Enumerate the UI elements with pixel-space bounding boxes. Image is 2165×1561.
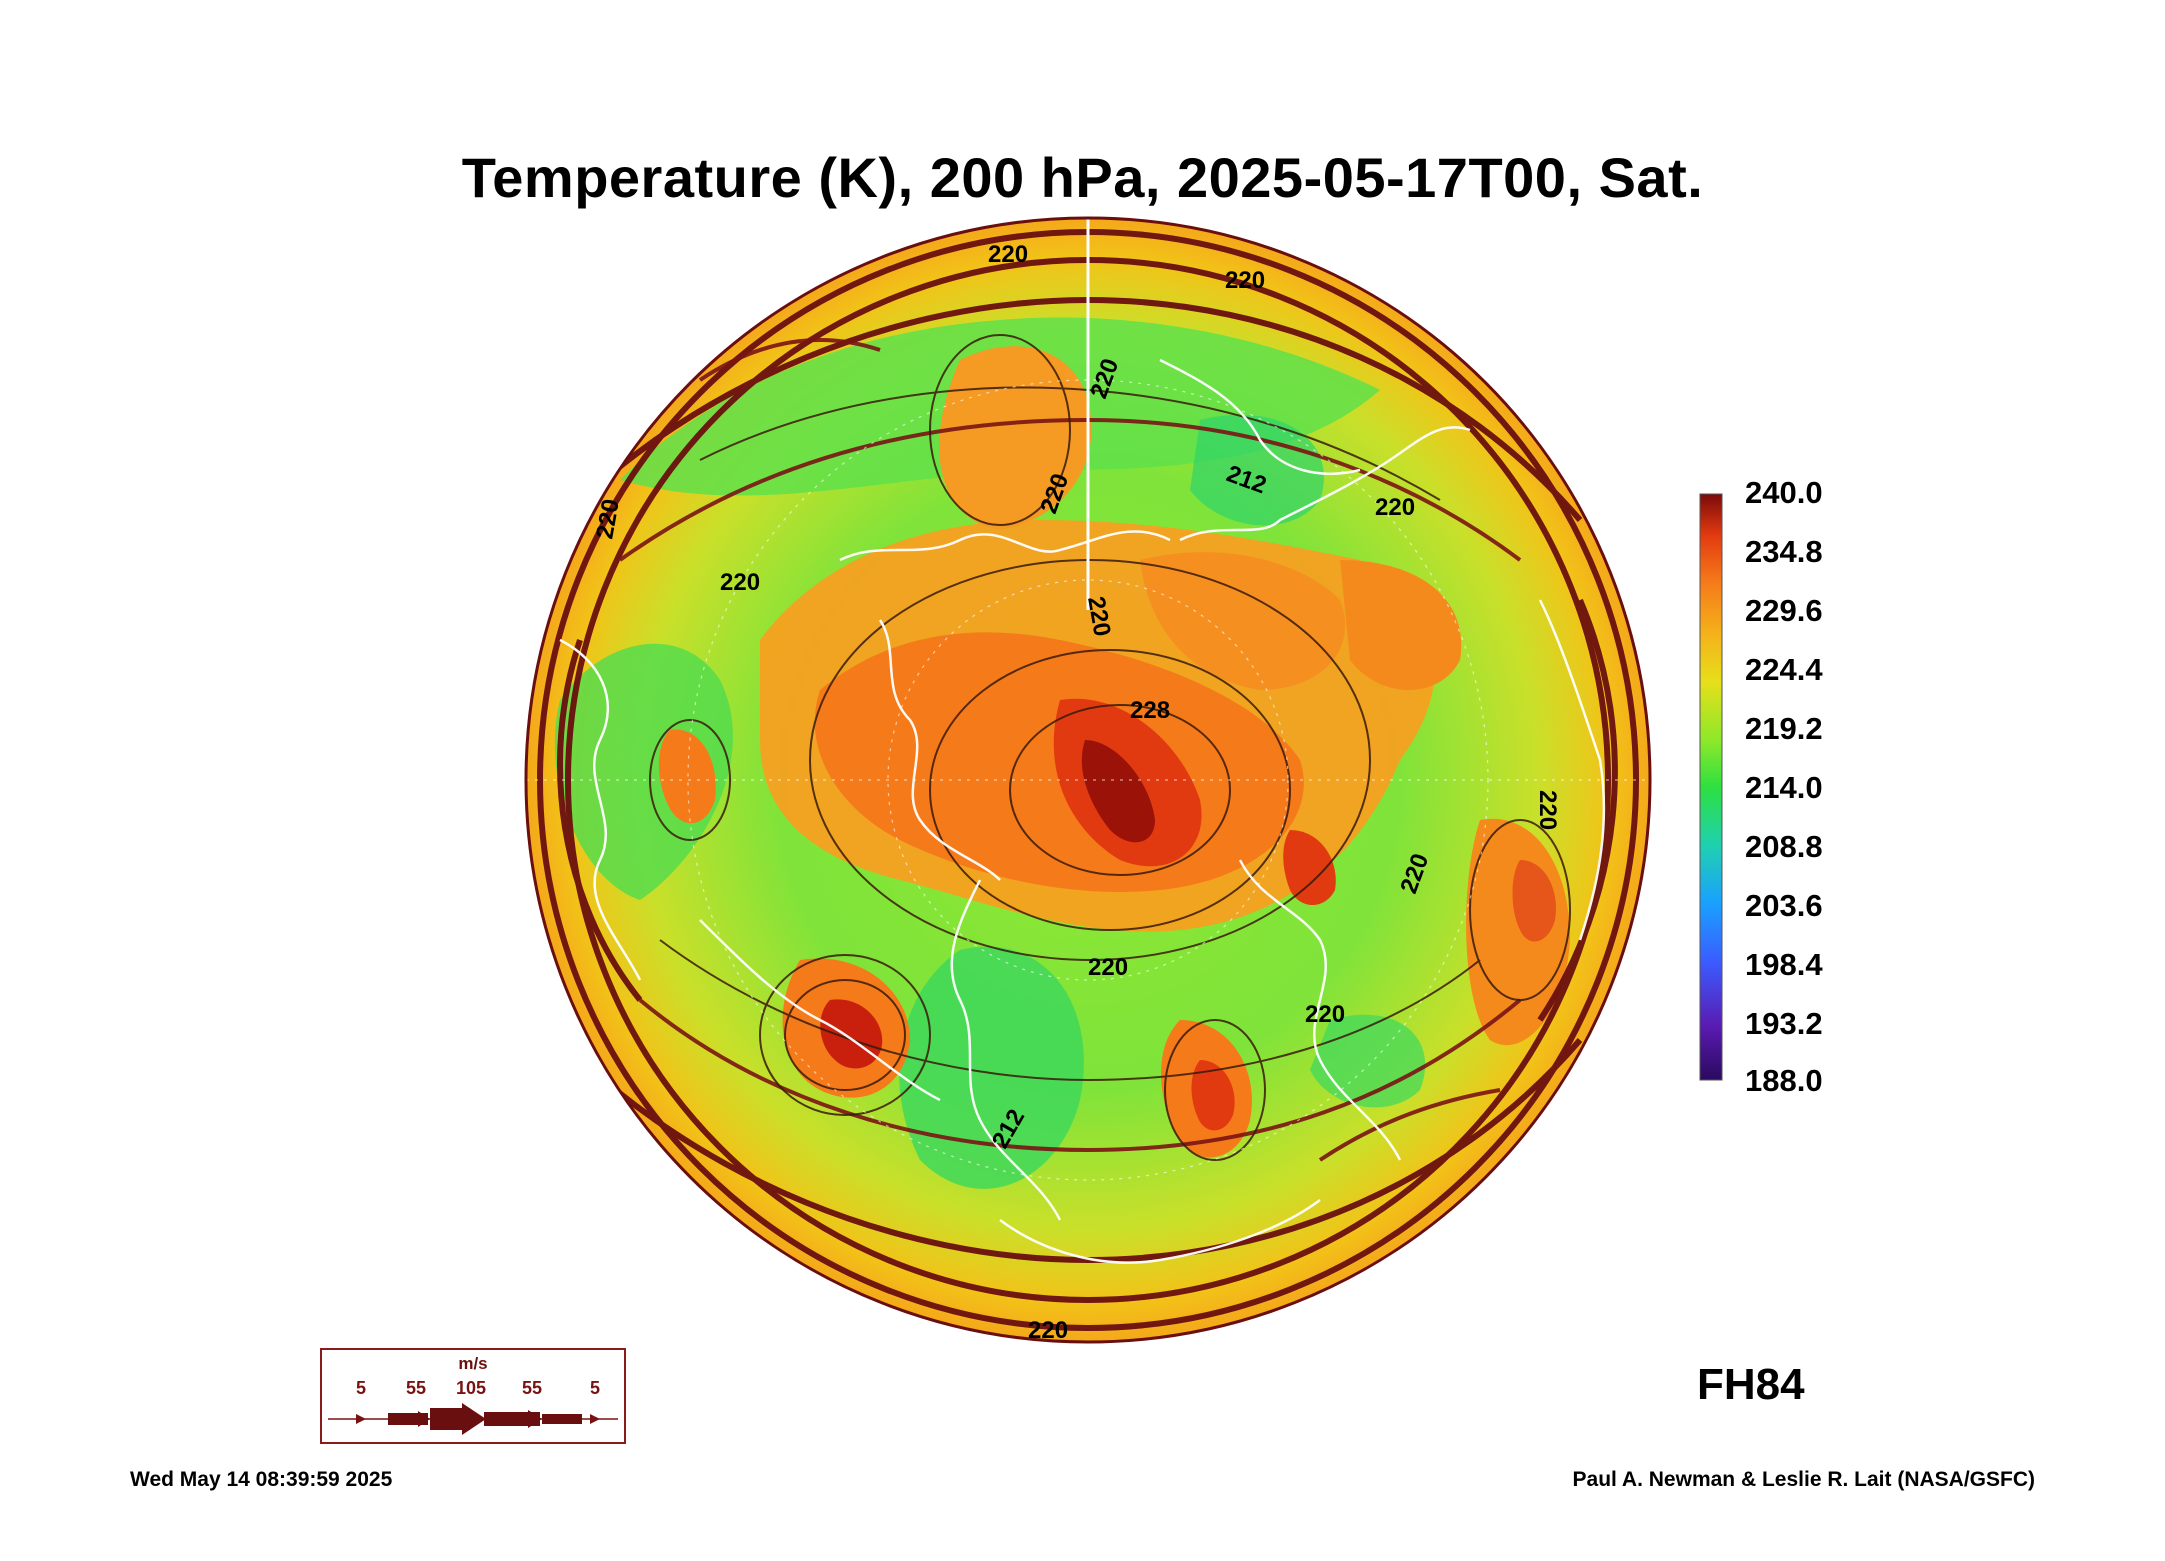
colorbar-label: 224.4 [1745, 652, 1823, 687]
colorbar-label: 203.6 [1745, 888, 1823, 923]
contour-label: 220 [1028, 1317, 1068, 1344]
footer-timestamp: Wed May 14 08:39:59 2025 [130, 1468, 393, 1491]
wind-speed-label: 55 [406, 1378, 427, 1398]
colorbar-label: 188.0 [1745, 1063, 1823, 1098]
wind-speed-label: 5 [356, 1378, 367, 1398]
wind-arrow-scale [328, 1403, 618, 1435]
plot-title: Temperature (K), 200 hPa, 2025-05-17T00,… [461, 146, 1704, 209]
colorbar-label: 208.8 [1745, 829, 1823, 864]
map-outline [524, 216, 1652, 1344]
wind-speed-label: 55 [522, 1378, 543, 1398]
contour-label: 220 [1305, 1001, 1345, 1028]
wind-speed-label: 5 [590, 1378, 601, 1398]
colorbar [1699, 493, 1723, 1081]
colorbar-label: 240.0 [1745, 475, 1823, 510]
wind-speed-label: 105 [456, 1378, 487, 1398]
wind-speed-legend: m/s 5 55 105 55 5 [320, 1348, 626, 1444]
temperature-field [526, 218, 1650, 1342]
colorbar-label: 198.4 [1745, 947, 1823, 982]
contour-label: 220 [1225, 267, 1265, 294]
colorbar-label: 234.8 [1745, 534, 1823, 569]
forecast-hour: FH84 [1697, 1360, 1805, 1409]
colorbar-label: 229.6 [1745, 593, 1823, 628]
contour-label: 220 [1534, 790, 1561, 830]
wind-unit: m/s [458, 1354, 488, 1373]
colorbar-label: 214.0 [1745, 770, 1823, 805]
contour-label: 220 [1375, 494, 1415, 521]
contour-label: 220 [1088, 954, 1128, 981]
colorbar-label: 193.2 [1745, 1006, 1823, 1041]
contour-label: 220 [720, 569, 760, 596]
contour-label: 220 [988, 241, 1028, 268]
contour-label: 228 [1130, 697, 1170, 724]
colorbar-label: 219.2 [1745, 711, 1823, 746]
footer-credit: Paul A. Newman & Leslie R. Lait (NASA/GS… [1572, 1468, 2035, 1491]
